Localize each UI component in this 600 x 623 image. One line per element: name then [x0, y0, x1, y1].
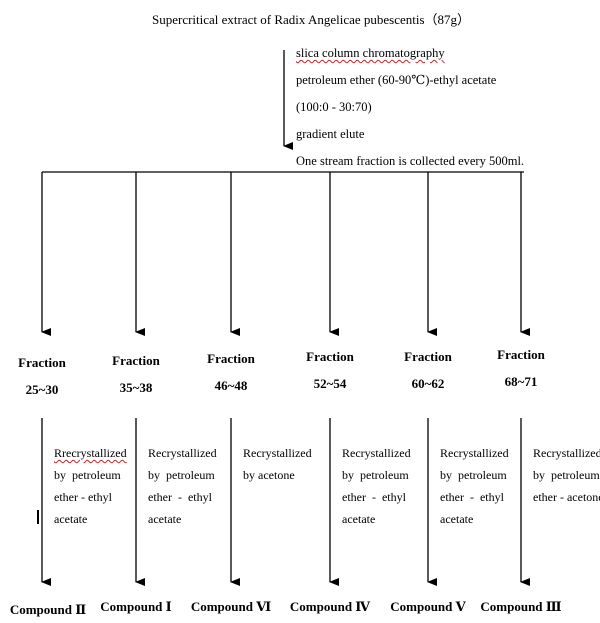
fraction-word: Fraction: [497, 347, 545, 362]
note-line: acetate: [342, 512, 376, 526]
fraction-word: Fraction: [207, 351, 255, 366]
note-line: by petroleum: [342, 468, 409, 482]
recrystallization-note-3: Recrystallized by acetone: [243, 442, 323, 486]
note-line: Recrystallized: [533, 446, 600, 460]
compound-label-4: Compound Ⅳ: [289, 599, 371, 614]
compound-label-1: Compound Ⅱ: [9, 602, 87, 617]
fraction-range: 52~54: [313, 376, 347, 391]
fraction-word: Fraction: [306, 349, 354, 364]
note-line: Recrystallized: [148, 446, 217, 460]
note-line: by petroleum: [440, 468, 507, 482]
note-line: ether - ethyl: [54, 490, 112, 504]
fraction-label-4: Fraction 52~54: [295, 350, 365, 390]
recrystallization-note-5: Recrystallized by petroleum ether - ethyl a…: [440, 442, 520, 530]
fraction-word: Fraction: [18, 355, 66, 370]
fraction-word: Fraction: [404, 349, 452, 364]
note-line: acetate: [440, 512, 474, 526]
process-step-5: One stream fraction is collected every 5…: [296, 154, 525, 168]
compound-label-3: Compound Ⅵ: [190, 599, 272, 614]
note-line: ether - ethyl: [440, 490, 504, 504]
note-line: by petroleum: [148, 468, 215, 482]
source-extract-label: Supercritical extract of Radix Angelicae…: [152, 13, 470, 26]
compound-label-6: Compound Ⅲ: [480, 599, 562, 614]
fraction-word: Fraction: [112, 353, 160, 368]
source-extract-text: Supercritical extract of Radix Angelicae…: [152, 12, 471, 27]
fraction-label-6: Fraction 68~71: [486, 348, 556, 388]
note-line: Recrystallized: [342, 446, 411, 460]
process-step-4: gradient elute: [296, 127, 365, 141]
recrystallization-note-1: Rrecrystallized by petroleum ether - ethyl…: [54, 442, 134, 530]
note-line: by acetone: [243, 468, 295, 482]
fraction-range: 68~71: [504, 374, 538, 389]
note-line: Recrystallized: [243, 446, 312, 460]
note-line: by petroleum: [54, 468, 121, 482]
recrystallization-note-2: Recrystallized by petroleum ether - ethyl a…: [148, 442, 228, 530]
note-line: ether - ethyl: [148, 490, 212, 504]
fraction-range: 35~38: [119, 380, 153, 395]
note-line: acetate: [54, 512, 88, 526]
fraction-range: 46~48: [214, 378, 248, 393]
fraction-label-1: Fraction 25~30: [7, 356, 77, 396]
process-step-2: petroleum ether (60-90℃)-ethyl acetate: [296, 73, 497, 87]
note-line: acetate: [148, 512, 182, 526]
note-line: Recrystallized: [440, 446, 509, 460]
fraction-range: 25~30: [25, 382, 59, 397]
process-step-3: (100:0 - 30:70): [296, 100, 372, 114]
recrystallization-note-4: Recrystallized by petroleum ether - ethyl a…: [342, 442, 422, 530]
note-line: Rrecrystallized: [54, 446, 127, 460]
compound-label-2: Compound Ⅰ: [100, 599, 172, 614]
compound-label-5: Compound Ⅴ: [390, 599, 466, 614]
fraction-label-2: Fraction 35~38: [101, 354, 171, 394]
fraction-label-3: Fraction 46~48: [196, 352, 266, 392]
recrystallization-note-6: Recrystallized by petroleum ether - aceton…: [533, 442, 600, 508]
fraction-range: 60~62: [411, 376, 445, 391]
text-cursor-mark: [37, 510, 39, 524]
process-step-1: slica column chromatography: [296, 46, 445, 60]
note-line: ether - acetone: [533, 490, 600, 504]
note-line: ether - ethyl: [342, 490, 406, 504]
fraction-label-5: Fraction 60~62: [393, 350, 463, 390]
note-line: by petroleum: [533, 468, 600, 482]
